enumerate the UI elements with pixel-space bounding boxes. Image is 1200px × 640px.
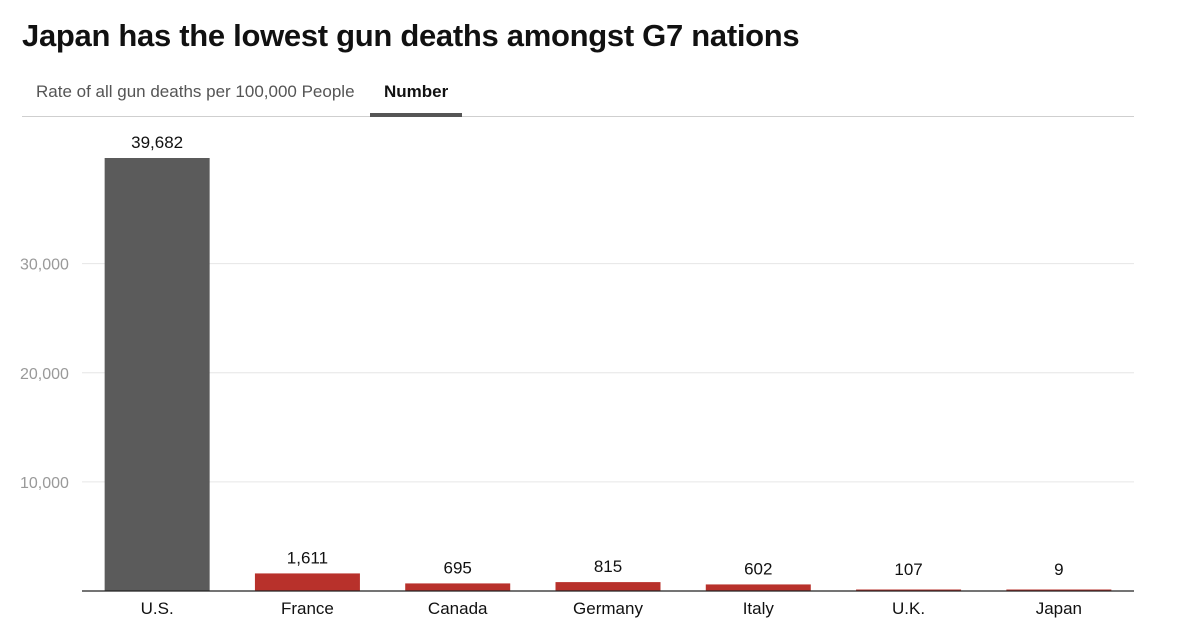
tab-number[interactable]: Number [370, 72, 463, 117]
chart-title: Japan has the lowest gun deaths amongst … [22, 18, 800, 53]
bar[interactable] [254, 573, 360, 591]
value-labels: 39,682 1,611 695 815 602 107 9 [131, 133, 1063, 579]
bar[interactable] [555, 582, 661, 591]
data-label: 1,611 [287, 548, 328, 567]
x-tick-label: Canada [428, 599, 488, 618]
data-label: 695 [444, 558, 472, 577]
x-tick-label: U.S. [141, 599, 174, 618]
y-tick-label: 20,000 [20, 366, 69, 383]
data-label: 107 [894, 560, 922, 579]
x-tick-label: Japan [1036, 599, 1082, 618]
bar[interactable] [1006, 589, 1112, 592]
data-label: 9 [1054, 560, 1063, 579]
bar[interactable] [405, 583, 511, 591]
y-tick-label: 10,000 [20, 475, 69, 492]
x-tick-label: U.K. [892, 599, 925, 618]
data-label: 815 [594, 557, 622, 576]
x-tick-label: Italy [743, 599, 775, 618]
x-tick-label: Germany [573, 599, 643, 618]
x-tick-label: France [281, 599, 334, 618]
bar[interactable] [104, 158, 210, 591]
grid-lines [82, 263, 1134, 483]
x-axis-labels: U.S. France Canada Germany Italy U.K. Japan [141, 599, 1082, 618]
bar[interactable] [856, 589, 962, 592]
tab-rate[interactable]: Rate of all gun deaths per 100,000 Peopl… [36, 82, 355, 101]
bars [104, 158, 1112, 592]
data-label: 602 [744, 559, 772, 578]
y-axis-ticks: 10,000 20,000 30,000 [20, 257, 69, 492]
y-tick-label: 30,000 [20, 257, 69, 274]
tab-bar: Rate of all gun deaths per 100,000 Peopl… [22, 72, 1134, 117]
bar[interactable] [705, 584, 811, 591]
data-label: 39,682 [131, 133, 183, 152]
